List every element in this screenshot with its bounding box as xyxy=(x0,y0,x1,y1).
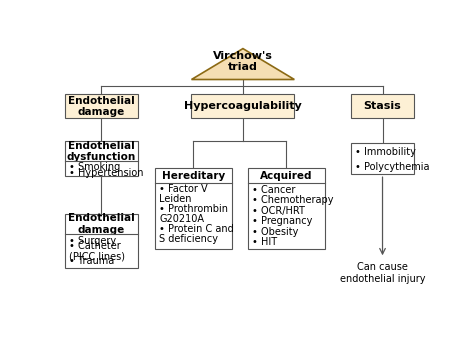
Bar xyxy=(65,94,138,118)
Text: • Pregnancy: • Pregnancy xyxy=(252,216,312,226)
Text: Acquired: Acquired xyxy=(260,171,312,180)
Text: • Obesity: • Obesity xyxy=(252,227,299,237)
Polygon shape xyxy=(191,49,294,80)
Text: • Factor V
Leiden: • Factor V Leiden xyxy=(159,184,208,205)
Text: • Prothrombin
G20210A: • Prothrombin G20210A xyxy=(159,204,228,224)
Text: • OCR/HRT: • OCR/HRT xyxy=(252,206,305,216)
Text: • Catheter
(PICC lines): • Catheter (PICC lines) xyxy=(69,240,125,261)
Text: Stasis: Stasis xyxy=(364,101,401,111)
Text: Hypercoagulability: Hypercoagulability xyxy=(184,101,302,111)
Bar xyxy=(65,141,138,176)
Text: • Cancer: • Cancer xyxy=(252,185,295,195)
Text: • Smoking: • Smoking xyxy=(69,162,120,171)
Text: • Surgery: • Surgery xyxy=(69,236,116,246)
Bar xyxy=(351,143,414,174)
Bar xyxy=(351,94,414,118)
Text: Virchow's
triad: Virchow's triad xyxy=(213,51,273,72)
Text: • Trauma: • Trauma xyxy=(69,256,114,266)
Text: Hereditary: Hereditary xyxy=(162,171,225,180)
Bar xyxy=(155,168,232,249)
Bar xyxy=(191,94,294,118)
Text: • Immobility: • Immobility xyxy=(355,148,416,157)
Text: • HIT: • HIT xyxy=(252,237,277,247)
Text: • Polycythemia: • Polycythemia xyxy=(355,162,429,171)
Text: Endothelial
damage: Endothelial damage xyxy=(68,96,135,117)
Text: Endothelial
dysfunction: Endothelial dysfunction xyxy=(67,141,136,162)
Bar xyxy=(248,168,325,249)
Text: • Chemotherapy: • Chemotherapy xyxy=(252,195,334,205)
Text: Can cause
endothelial injury: Can cause endothelial injury xyxy=(340,262,425,284)
Text: • Hypertension: • Hypertension xyxy=(69,168,144,178)
Text: Endothelial
damage: Endothelial damage xyxy=(68,213,135,235)
Bar xyxy=(65,214,138,268)
Text: • Protein C and
S deficiency: • Protein C and S deficiency xyxy=(159,224,234,244)
